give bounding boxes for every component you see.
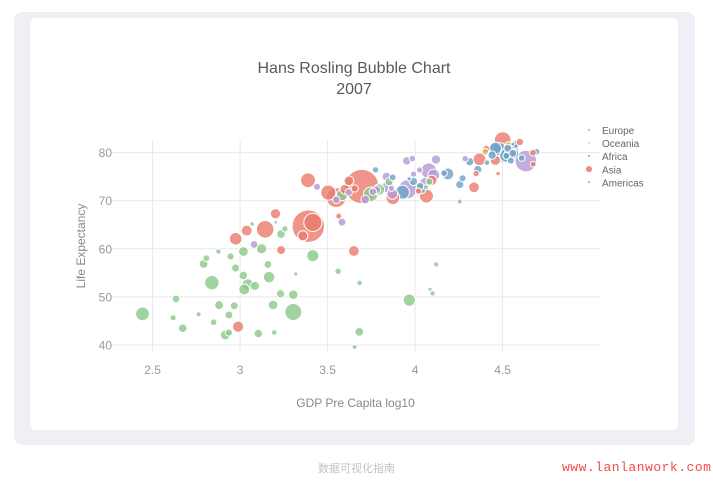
- svg-text:Americas: Americas: [602, 178, 644, 189]
- svg-text:4.5: 4.5: [494, 363, 511, 377]
- svg-text:Oceania: Oceania: [602, 139, 640, 150]
- svg-text:3: 3: [237, 363, 244, 377]
- svg-text:4: 4: [412, 363, 419, 377]
- svg-text:40: 40: [99, 339, 113, 353]
- svg-text:60: 60: [99, 242, 113, 256]
- svg-text:3.5: 3.5: [319, 363, 336, 377]
- svg-text:Africa: Africa: [602, 152, 628, 163]
- svg-text:GDP Pre Capita log10: GDP Pre Capita log10: [296, 396, 415, 410]
- svg-text:Life Expectancy: Life Expectancy: [74, 204, 88, 289]
- svg-text:Europe: Europe: [602, 126, 635, 137]
- svg-text:Asia: Asia: [602, 165, 622, 176]
- svg-text:80: 80: [99, 146, 113, 160]
- svg-text:2.5: 2.5: [144, 363, 161, 377]
- svg-text:70: 70: [99, 194, 113, 208]
- svg-text:50: 50: [99, 290, 113, 304]
